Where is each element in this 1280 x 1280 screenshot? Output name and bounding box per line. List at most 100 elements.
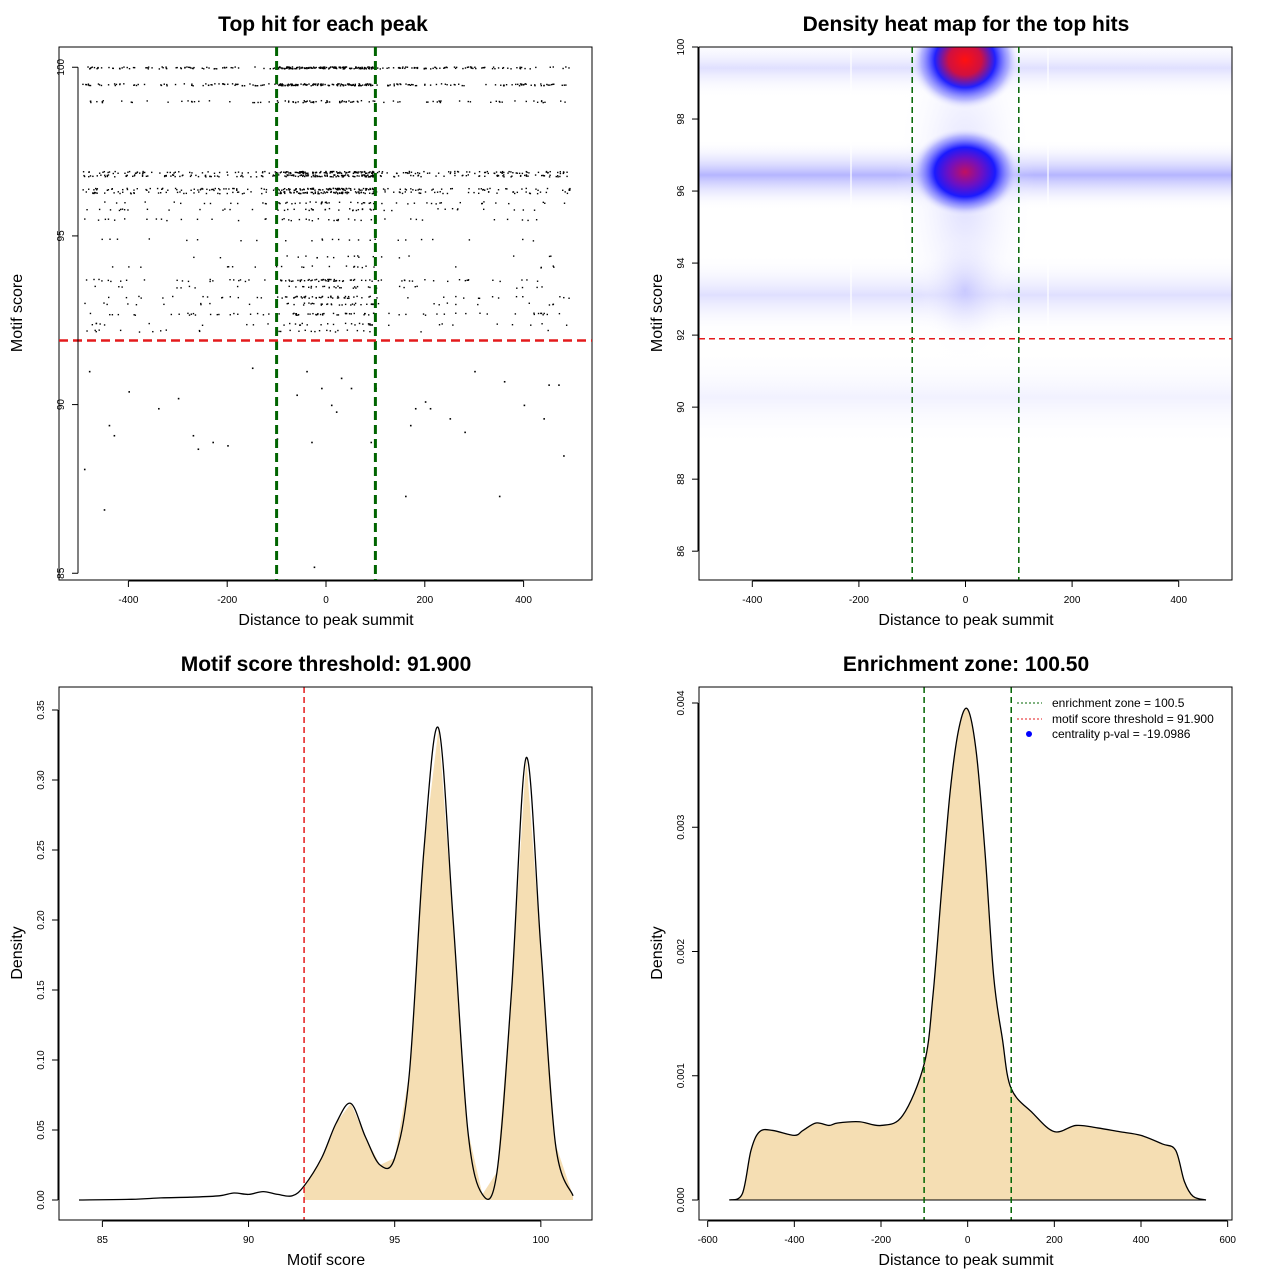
scatter-point [347,84,350,86]
scatter-point [541,323,543,325]
scatter-point [317,192,320,195]
scatter-point [128,67,131,70]
scatter-point [310,330,312,333]
legend-item-enrichment-zone: enrichment zone = 100.5 [1017,696,1185,710]
scatter-point [305,83,307,86]
scatter-point [534,84,536,87]
scatter-point [286,296,288,298]
scatter-point [361,189,363,191]
scatter-point [98,329,100,331]
scatter-point [335,411,338,413]
scatter-point [299,324,302,326]
scatter-point [345,66,347,68]
scatter-point [163,175,166,178]
scatter-point [320,324,322,326]
scatter-point [337,285,339,287]
scatter-point [515,295,518,298]
scatter-point [315,286,317,288]
scatter-point [320,83,322,85]
scatter-point [350,67,353,70]
scatter-point [212,441,214,444]
scatter-point [372,171,374,174]
scatter-point [354,171,357,173]
scatter-point [396,172,398,175]
scatter-point [298,68,301,70]
scatter-point [284,192,286,195]
scatter-point [136,188,138,190]
scatter-point [324,66,326,68]
scatter-point [343,188,345,190]
scatter-point [324,83,326,86]
scatter-point [252,84,254,86]
scatter-point [106,174,109,177]
scatter-point [288,219,290,221]
scatter-point [89,84,92,87]
scatter-point [295,312,298,315]
scatter-point [322,67,325,70]
scatter-point [327,188,329,191]
scatter-point [338,172,340,174]
scatter-point [440,83,443,85]
scatter-point [112,172,115,175]
scatter-point [372,67,375,69]
scatter-point [389,84,391,86]
scatter-point [458,100,461,102]
scatter-point [231,83,234,85]
scatter-point [355,192,358,194]
scatter-point [414,172,417,175]
scatter-point [379,174,382,177]
scatter-point [316,84,319,87]
scatter-point [325,66,328,69]
scatter-point [307,172,309,174]
scatter-point [358,67,360,70]
scatter-point [483,208,485,211]
scatter-point [516,67,518,69]
scatter-point [369,208,371,210]
scatter-point [225,188,227,190]
scatter-point [209,302,211,305]
scatter-point [223,66,226,69]
scatter-point [143,279,146,281]
scatter-point [122,191,124,193]
scatter-point [319,67,321,69]
scatter-point [82,189,84,191]
scatter-point [523,404,526,407]
scatter-point [314,174,317,176]
scatter-point [478,297,481,300]
score-density-x-tick-label: 85 [97,1235,109,1246]
scatter-point [161,66,163,68]
scatter-point [368,202,370,205]
scatter-point [474,66,476,68]
scatter-point [313,302,315,305]
scatter-point [417,189,419,191]
scatter-point [334,192,337,194]
scatter-point [354,175,356,178]
scatter-point [521,286,524,289]
scatter-point [192,434,195,437]
scatter-point [454,67,457,70]
scatter-point [412,175,415,177]
scatter-point [209,280,211,283]
scatter-point [382,67,384,69]
scatter-point [340,172,342,174]
scatter-point [424,83,426,86]
scatter-point [312,193,315,195]
scatter-point [297,84,299,87]
scatter-point [189,175,192,178]
scatter-point [276,296,279,298]
scatter-point [312,83,315,85]
legend: enrichment zone = 100.5 motif score thre… [1017,696,1214,741]
scatter-point [451,207,454,210]
scatter-point [547,84,549,86]
scatter-point [362,187,365,190]
scatter-point [254,84,256,87]
scatter-point [221,297,223,299]
scatter-point [369,323,371,325]
scatter-point [467,191,470,194]
scatter-point [417,175,419,177]
scatter-point [326,323,329,325]
scatter-point [397,67,400,69]
scatter-point [279,191,282,193]
scatter-point [360,170,362,173]
scatter-point [545,191,548,194]
